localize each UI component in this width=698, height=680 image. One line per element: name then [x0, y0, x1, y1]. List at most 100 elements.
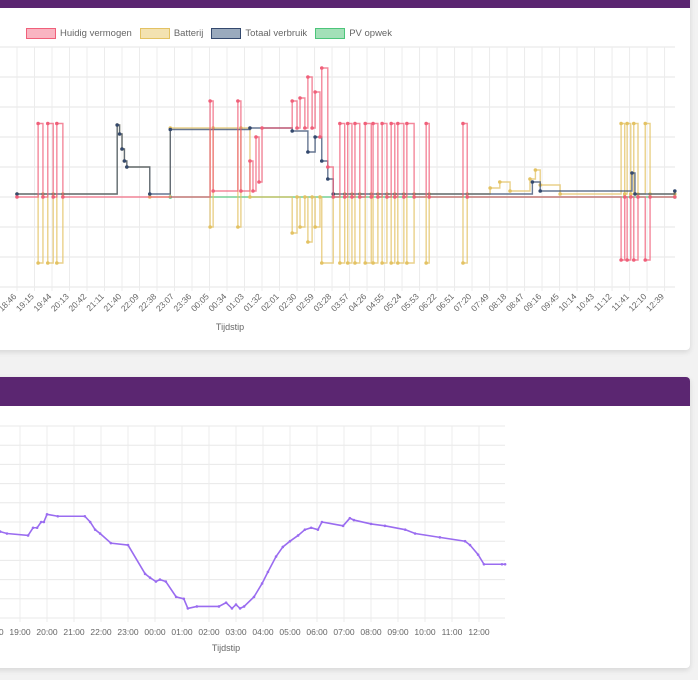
data-point	[631, 258, 636, 262]
data-point	[376, 195, 380, 199]
data-point	[476, 553, 480, 556]
data-point	[461, 121, 465, 126]
data-point	[248, 195, 252, 199]
data-point	[380, 121, 384, 126]
data-point	[0, 530, 2, 533]
data-point	[338, 121, 342, 126]
x-tick-label: 06:00	[306, 627, 328, 637]
data-point	[310, 126, 314, 130]
data-point	[288, 539, 292, 543]
x-tick-label: 00:00	[144, 627, 166, 637]
data-point	[41, 195, 45, 199]
x-tick-label: 04:00	[252, 627, 274, 637]
data-point	[363, 121, 368, 126]
data-point	[115, 123, 119, 127]
data-point	[538, 189, 543, 193]
data-point	[353, 261, 357, 265]
x-tick-label: 22:00	[90, 627, 112, 637]
data-point	[316, 528, 320, 531]
data-point	[88, 520, 92, 524]
data-point	[56, 514, 60, 518]
data-point	[413, 532, 417, 535]
data-point	[357, 195, 362, 199]
data-point	[488, 186, 492, 190]
data-point	[392, 195, 397, 199]
card-header	[0, 377, 690, 406]
data-point	[260, 126, 264, 130]
data-point	[126, 543, 130, 547]
data-point	[383, 524, 387, 528]
data-point	[463, 539, 467, 543]
data-point	[234, 603, 238, 606]
data-point	[402, 195, 406, 199]
data-point	[320, 520, 324, 524]
data-point	[15, 192, 19, 196]
data-point	[403, 528, 407, 531]
data-point	[385, 195, 389, 199]
data-point	[503, 562, 507, 566]
data-point	[236, 225, 240, 229]
energy-line-chart: 18:4619:1519:4420:1320:4221:1121:4022:09…	[0, 46, 677, 332]
data-point	[625, 121, 629, 126]
data-point	[143, 572, 147, 576]
data-point	[93, 528, 97, 531]
data-point	[530, 180, 535, 184]
data-point	[147, 192, 152, 196]
data-point	[468, 543, 472, 547]
data-point	[631, 121, 636, 126]
data-point	[298, 96, 302, 100]
data-point	[254, 135, 258, 139]
data-point	[319, 261, 324, 265]
data-point	[51, 195, 56, 199]
data-point	[236, 99, 240, 103]
legend-item-huidig-vermogen[interactable]: Huidig vermogen	[26, 28, 132, 39]
card-header	[0, 0, 690, 8]
data-point	[498, 180, 502, 184]
data-point	[318, 195, 322, 199]
x-tick-label: 03:00	[225, 627, 247, 637]
data-point	[208, 225, 212, 229]
data-point	[257, 180, 261, 184]
data-point	[208, 99, 212, 103]
data-point	[242, 605, 246, 608]
data-point	[303, 195, 307, 199]
x-tick-label: 23:00	[117, 627, 139, 637]
data-point	[369, 195, 374, 199]
data-point	[238, 607, 242, 610]
data-point	[405, 261, 409, 265]
data-point	[230, 607, 234, 610]
data-point	[326, 165, 330, 169]
data-point	[313, 225, 317, 229]
data-point	[319, 159, 324, 163]
legend-item-totaal-verbruik[interactable]: Totaal verbruik	[211, 28, 307, 39]
legend-item-pv-opwek[interactable]: PV opwek	[315, 28, 392, 39]
x-tick-label: 07:00	[333, 627, 355, 637]
data-point	[461, 261, 465, 265]
data-point	[625, 258, 629, 262]
data-point	[174, 595, 178, 599]
legend-item-batterij[interactable]: Batterij	[139, 28, 204, 39]
chart-legend: Huidig vermogen Batterij Totaal verbruik…	[26, 28, 400, 39]
data-point	[348, 516, 352, 520]
series-line	[0, 513, 506, 610]
data-point	[342, 195, 347, 199]
data-point	[42, 520, 46, 524]
data-point	[353, 121, 357, 126]
data-point	[36, 261, 40, 265]
data-point	[182, 597, 186, 601]
data-point	[248, 126, 252, 130]
data-point	[389, 121, 393, 126]
data-point	[26, 534, 30, 537]
data-point	[158, 578, 162, 581]
data-point	[352, 518, 356, 522]
data-point	[371, 261, 375, 265]
legend-label: Batterij	[173, 28, 204, 39]
data-point	[500, 562, 504, 566]
data-point	[424, 261, 428, 265]
data-point	[389, 261, 393, 265]
x-tick-label: 08:00	[360, 627, 382, 637]
data-point	[630, 171, 634, 175]
data-point	[396, 121, 400, 126]
x-tick-label: 01:00	[171, 627, 193, 637]
